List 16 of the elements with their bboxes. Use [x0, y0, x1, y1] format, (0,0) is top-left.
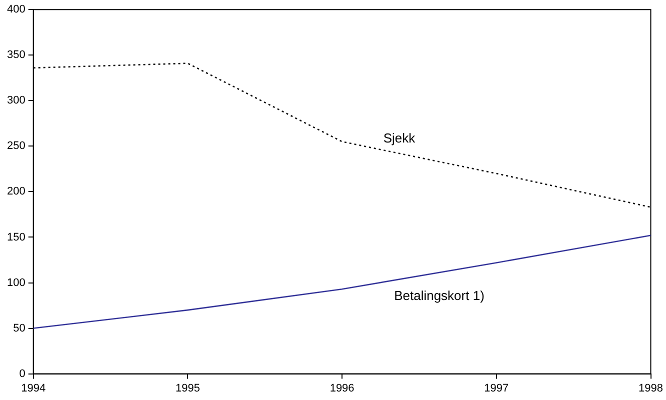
series-label: Sjekk	[383, 130, 416, 146]
y-tick-label: 400	[6, 4, 26, 16]
y-tick-label: 300	[6, 94, 26, 107]
y-tick-label: 0	[19, 368, 26, 380]
y-tick-label: 100	[6, 276, 26, 289]
x-tick-label: 1997	[484, 382, 509, 394]
x-tick-label: 1996	[330, 382, 354, 394]
series-label: Betalingskort 1)	[394, 288, 484, 303]
y-tick-label: 50	[13, 322, 26, 334]
x-tick-label: 1995	[175, 382, 200, 394]
y-tick-label: 200	[6, 186, 26, 198]
y-tick-label: 350	[6, 49, 26, 62]
x-tick-label: 1994	[21, 382, 46, 394]
x-tick-label: 1998	[638, 382, 664, 394]
y-tick-label: 150	[6, 231, 26, 244]
y-tick-label: 250	[6, 140, 26, 152]
